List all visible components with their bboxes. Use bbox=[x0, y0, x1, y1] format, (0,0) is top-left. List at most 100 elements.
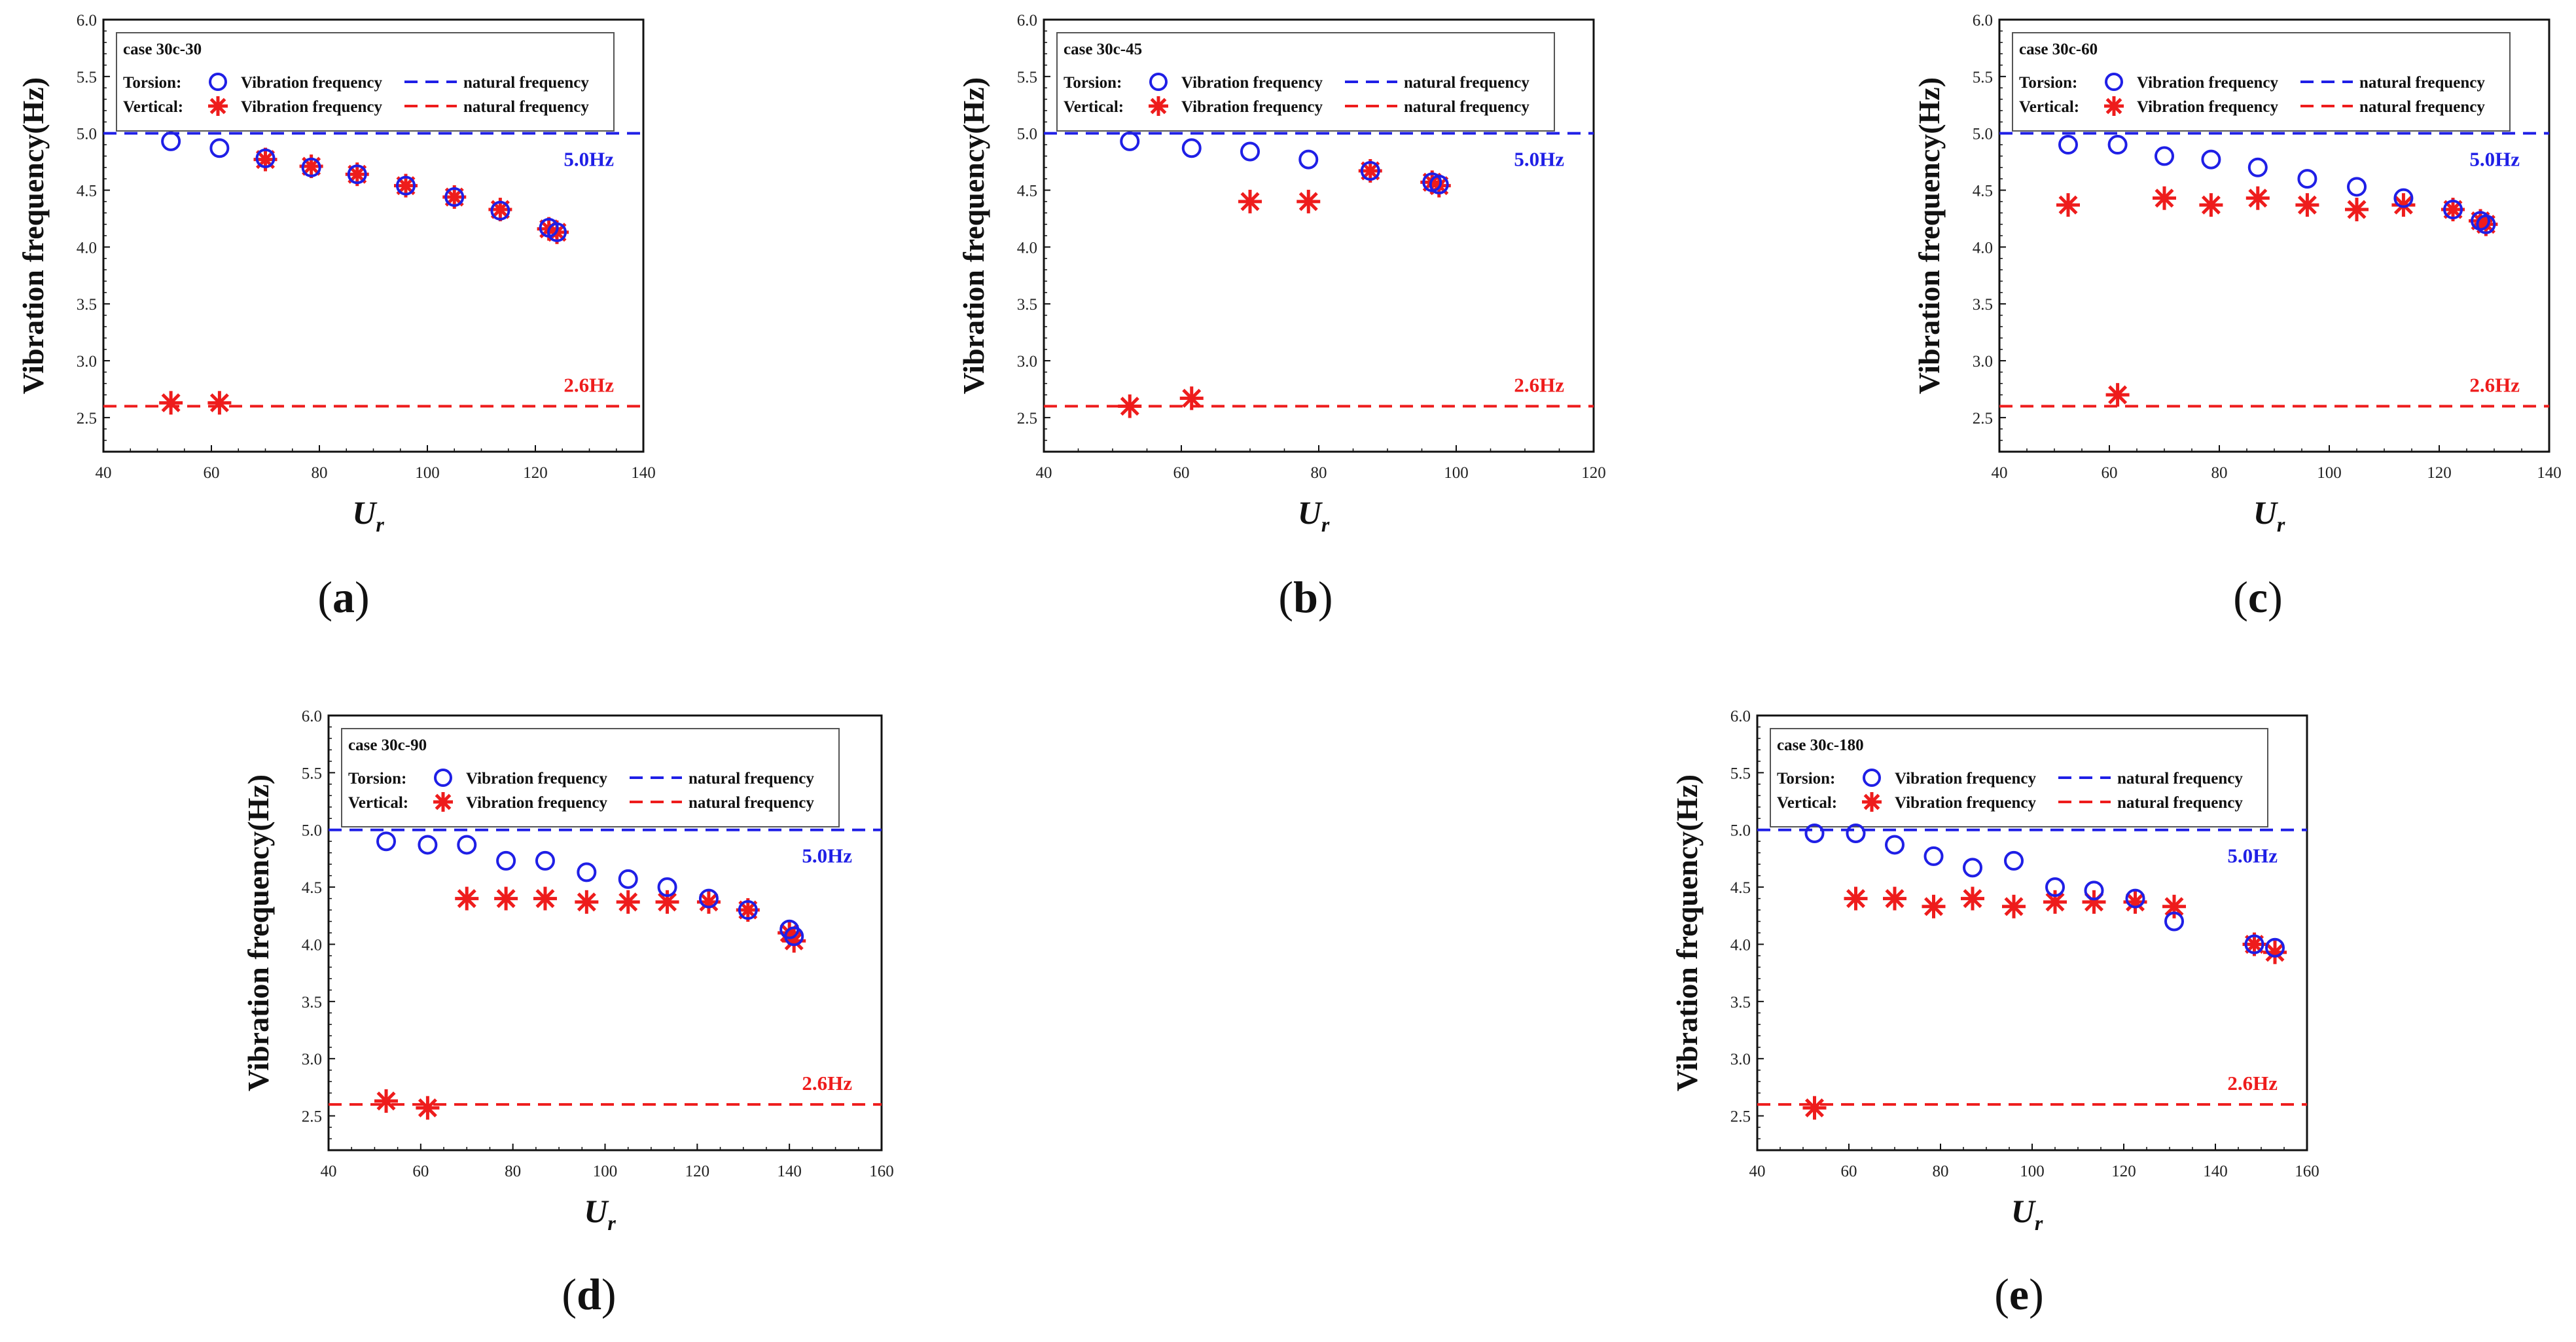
y-tick-label: 3.0 bbox=[77, 353, 97, 371]
y-tick-label: 2.5 bbox=[77, 410, 97, 427]
data-point-torsion bbox=[418, 835, 438, 855]
y-axis-label: Vibration frequency(Hz) bbox=[1670, 774, 1704, 1091]
legend-natural-label: natural frequency bbox=[2117, 794, 2243, 812]
chart-panel-c: 2.5 3.0 3.5 4.0 4.5 5.0 5.5 6.0 40 60 80 100 120 140 5… bbox=[1912, 12, 2562, 536]
x-tick-label: 80 bbox=[1311, 464, 1327, 482]
x-tick-label: 80 bbox=[505, 1163, 521, 1180]
data-point-torsion bbox=[2045, 877, 2065, 898]
x-axis-label: Ur bbox=[1298, 494, 1330, 536]
y-tick-label: 5.5 bbox=[302, 765, 322, 782]
legend-vibration-label: Vibration frequency bbox=[1181, 98, 1323, 116]
y-tick-label: 4.0 bbox=[1973, 239, 1993, 257]
y-tick-label: 3.0 bbox=[302, 1051, 322, 1068]
data-point-torsion bbox=[547, 222, 567, 242]
y-tick-label: 6.0 bbox=[1973, 12, 1993, 29]
x-tick-label: 140 bbox=[777, 1163, 802, 1180]
y-tick-label: 4.5 bbox=[1730, 879, 1751, 897]
data-point-vertical bbox=[159, 391, 183, 415]
legend-vibration-label: Vibration frequency bbox=[2137, 74, 2278, 92]
legend-natural-label: natural frequency bbox=[463, 74, 589, 92]
x-tick-label: 40 bbox=[1036, 464, 1052, 482]
legend-vibration-label: Vibration frequency bbox=[466, 794, 607, 812]
legend-title: case 30c-90 bbox=[348, 736, 427, 754]
y-tick-label: 2.5 bbox=[1017, 410, 1037, 427]
x-axis-label: Ur bbox=[2011, 1193, 2043, 1235]
x-tick-label: 40 bbox=[96, 464, 112, 482]
data-point-vertical bbox=[207, 391, 232, 415]
y-tick-label: 2.5 bbox=[1973, 410, 1993, 427]
data-point-torsion bbox=[1885, 835, 1905, 855]
x-tick-label: 80 bbox=[312, 464, 328, 482]
legend-box bbox=[2012, 32, 2511, 132]
data-point-vertical bbox=[575, 890, 599, 914]
x-tick-label: 120 bbox=[523, 464, 548, 482]
x-tick-label: 100 bbox=[2317, 464, 2342, 482]
legend-asterisk-marker bbox=[433, 792, 453, 812]
legend-box bbox=[116, 32, 615, 132]
x-axis-label-subscript: r bbox=[2277, 513, 2285, 536]
data-point-torsion bbox=[1846, 823, 1866, 843]
data-point-torsion bbox=[698, 888, 719, 909]
y-tick-label: 3.0 bbox=[1730, 1051, 1751, 1068]
y-axis-label: Vibration frequency(Hz) bbox=[16, 77, 50, 394]
x-tick-label: 60 bbox=[1173, 464, 1190, 482]
chart-panel-d: 2.5 3.0 3.5 4.0 4.5 5.0 5.5 6.0 40 60 80 100 120 140 1… bbox=[241, 708, 894, 1235]
legend-vertical-label: Vertical: bbox=[1064, 98, 1124, 116]
data-point-torsion bbox=[2164, 911, 2184, 932]
legend-natural-label: natural frequency bbox=[1404, 74, 1530, 92]
panel-label-letter: d bbox=[577, 1269, 601, 1319]
legend-vibration-label: Vibration frequency bbox=[466, 770, 607, 788]
legend-circle-marker bbox=[1149, 73, 1168, 91]
data-point-torsion bbox=[396, 175, 416, 196]
legend-natural-label: natural frequency bbox=[689, 794, 814, 812]
panel-label: (a) bbox=[317, 572, 369, 622]
legend-box bbox=[1770, 728, 2268, 827]
y-tick-label: 4.0 bbox=[1730, 936, 1751, 954]
data-point-torsion bbox=[2155, 146, 2174, 166]
x-axis-label-main: U bbox=[352, 494, 378, 531]
legend-circle-marker bbox=[2105, 73, 2123, 91]
data-point-vertical bbox=[1883, 886, 1906, 911]
data-point-vertical bbox=[1238, 189, 1262, 213]
data-point-torsion bbox=[2244, 934, 2264, 954]
natural-frequency-torsion-label: 5.0Hz bbox=[2469, 148, 2520, 171]
data-point-torsion bbox=[657, 877, 677, 898]
x-axis-label-main: U bbox=[2253, 494, 2279, 531]
x-tick-label: 40 bbox=[321, 1163, 337, 1180]
panel-label-letter: a bbox=[332, 572, 355, 622]
legend-title: case 30c-45 bbox=[1064, 41, 1142, 58]
data-point-torsion bbox=[2004, 850, 2024, 871]
data-point-torsion bbox=[535, 850, 555, 871]
data-point-torsion bbox=[2393, 188, 2414, 208]
data-point-vertical bbox=[2345, 198, 2369, 222]
data-point-vertical bbox=[2043, 890, 2067, 914]
natural-frequency-torsion-label: 5.0Hz bbox=[1514, 148, 1564, 171]
x-tick-label: 80 bbox=[2211, 464, 2228, 482]
panel-label: (e) bbox=[1994, 1269, 2044, 1319]
data-point-torsion bbox=[2084, 880, 2104, 901]
legend-asterisk-marker bbox=[208, 96, 228, 116]
y-tick-label: 6.0 bbox=[302, 708, 322, 725]
data-point-vertical bbox=[2153, 186, 2176, 210]
legend-vibration-label: Vibration frequency bbox=[2137, 98, 2278, 116]
data-point-torsion bbox=[2476, 214, 2496, 234]
x-tick-label: 160 bbox=[869, 1163, 894, 1180]
data-point-torsion bbox=[490, 200, 510, 221]
data-point-torsion bbox=[2201, 149, 2221, 170]
data-point-vertical bbox=[1179, 386, 1204, 410]
data-point-torsion bbox=[2107, 135, 2128, 155]
data-point-torsion bbox=[2347, 177, 2367, 197]
legend-title: case 30c-60 bbox=[2019, 41, 2098, 58]
data-point-vertical bbox=[1961, 886, 1984, 911]
legend-torsion-label: Torsion: bbox=[123, 74, 181, 92]
x-tick-label: 40 bbox=[1992, 464, 2008, 482]
data-point-vertical bbox=[416, 1096, 440, 1120]
data-point-torsion bbox=[347, 164, 367, 185]
chart-panel-a: 2.5 3.0 3.5 4.0 4.5 5.0 5.5 6.0 40 60 80 100 120 140 5… bbox=[16, 12, 656, 536]
legend-natural-label: natural frequency bbox=[463, 98, 589, 116]
natural-frequency-torsion-label: 5.0Hz bbox=[2227, 844, 2278, 867]
data-point-torsion bbox=[1804, 823, 1825, 843]
legend-circle-marker bbox=[434, 769, 452, 787]
y-tick-label: 5.5 bbox=[1973, 69, 1993, 86]
